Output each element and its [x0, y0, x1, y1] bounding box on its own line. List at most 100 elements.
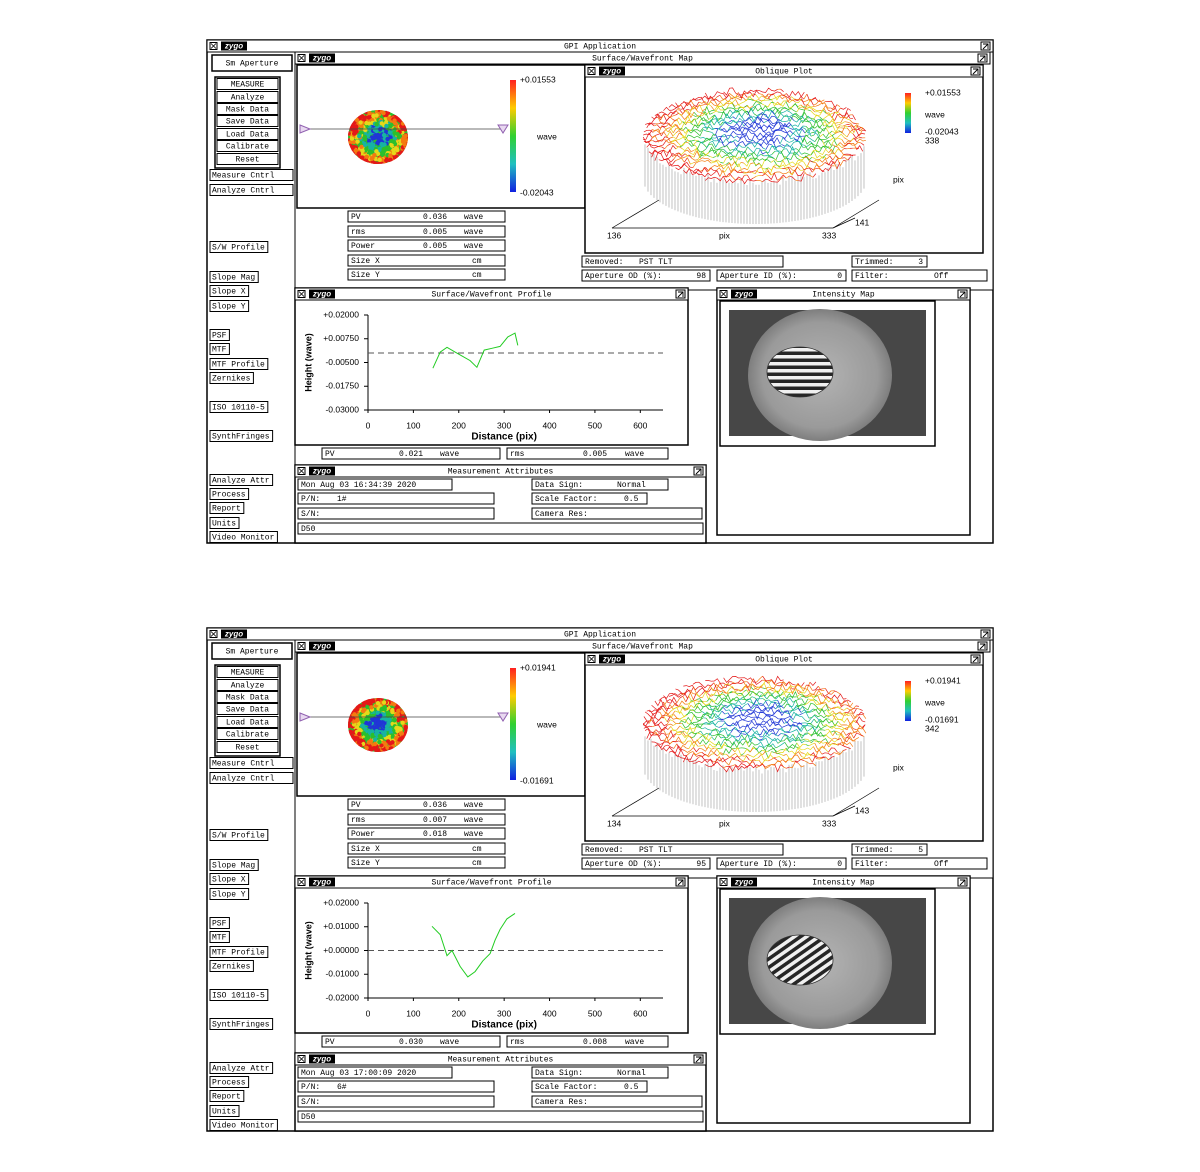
button-frame[interactable] — [209, 1119, 278, 1131]
close-icon[interactable] — [297, 642, 306, 650]
sidebar-button[interactable]: PSF — [209, 917, 230, 929]
button-frame[interactable] — [209, 772, 294, 784]
sidebar-button[interactable]: Analyze Attr — [209, 474, 274, 486]
sidebar-button[interactable]: SynthFringes — [209, 430, 274, 442]
button-frame[interactable] — [216, 728, 279, 740]
sidebar-button[interactable]: MTF — [209, 343, 230, 355]
sidebar-button[interactable]: Video Monitor — [209, 1119, 278, 1131]
sidebar-button[interactable]: MTF Profile — [209, 358, 269, 370]
button-frame[interactable] — [209, 946, 269, 958]
button-frame[interactable] — [216, 679, 279, 691]
sidebar-button[interactable]: Slope Mag — [209, 859, 259, 871]
button-frame[interactable] — [209, 873, 250, 885]
close-icon[interactable] — [209, 630, 218, 638]
sidebar-button[interactable]: Process — [209, 1076, 250, 1088]
sidebar-button[interactable]: Slope Mag — [209, 271, 259, 283]
sidebar-button[interactable]: Mask Data — [216, 103, 279, 115]
cut-marker-left[interactable] — [299, 124, 312, 134]
sidebar-button[interactable]: Sm Aperture — [211, 642, 293, 660]
button-frame[interactable] — [216, 703, 279, 715]
button-frame[interactable] — [216, 140, 279, 152]
button-frame[interactable] — [209, 430, 274, 442]
button-frame[interactable] — [209, 1076, 250, 1088]
close-icon[interactable] — [297, 878, 306, 886]
sidebar-button[interactable]: Report — [209, 502, 245, 514]
sidebar-button[interactable]: PSF — [209, 329, 230, 341]
sidebar-button[interactable]: MEASURE — [216, 666, 279, 678]
button-frame[interactable] — [209, 474, 274, 486]
close-icon[interactable] — [297, 467, 306, 475]
button-frame[interactable] — [209, 960, 254, 972]
close-icon[interactable] — [719, 290, 728, 298]
button-frame[interactable] — [209, 488, 250, 500]
sidebar-button[interactable]: Measure Cntrl — [209, 757, 294, 769]
button-frame[interactable] — [216, 691, 279, 703]
button-frame[interactable] — [209, 989, 269, 1001]
close-icon[interactable] — [587, 655, 596, 663]
sidebar-button[interactable]: Process — [209, 488, 250, 500]
button-frame[interactable] — [209, 329, 230, 341]
button-frame[interactable] — [216, 128, 279, 140]
button-frame[interactable] — [209, 372, 254, 384]
button-frame[interactable] — [209, 502, 245, 514]
button-frame[interactable] — [216, 716, 279, 728]
sidebar-button[interactable]: Analyze Cntrl — [209, 772, 294, 784]
button-frame[interactable] — [209, 917, 230, 929]
button-frame[interactable] — [211, 54, 293, 72]
button-frame[interactable] — [216, 91, 279, 103]
sidebar-button[interactable]: Slope Y — [209, 300, 250, 312]
button-frame[interactable] — [209, 531, 278, 543]
button-frame[interactable] — [209, 829, 269, 841]
sidebar-button[interactable]: Calibrate — [216, 728, 279, 740]
button-frame[interactable] — [216, 153, 279, 165]
button-frame[interactable] — [209, 1018, 274, 1030]
sidebar-button[interactable]: S/W Profile — [209, 829, 269, 841]
button-frame[interactable] — [209, 169, 294, 181]
button-frame[interactable] — [211, 642, 293, 660]
button-frame[interactable] — [209, 285, 250, 297]
sidebar-button[interactable]: Zernikes — [209, 372, 254, 384]
button-frame[interactable] — [216, 666, 279, 678]
sidebar-button[interactable]: Analyze Cntrl — [209, 184, 294, 196]
close-icon[interactable] — [297, 290, 306, 298]
sidebar-button[interactable]: Video Monitor — [209, 531, 278, 543]
button-frame[interactable] — [216, 78, 279, 90]
sidebar-button[interactable]: Analyze Attr — [209, 1062, 274, 1074]
sidebar-button[interactable]: Slope X — [209, 873, 250, 885]
sidebar-button[interactable]: Calibrate — [216, 140, 279, 152]
button-frame[interactable] — [216, 115, 279, 127]
sidebar-button[interactable]: Units — [209, 517, 240, 529]
sidebar-button[interactable]: MTF Profile — [209, 946, 269, 958]
button-frame[interactable] — [209, 1090, 245, 1102]
button-frame[interactable] — [216, 103, 279, 115]
button-frame[interactable] — [209, 1105, 240, 1117]
sidebar-button[interactable]: Save Data — [216, 703, 279, 715]
sidebar-button[interactable]: Mask Data — [216, 691, 279, 703]
sidebar-button[interactable]: Slope Y — [209, 888, 250, 900]
sidebar-button[interactable]: SynthFringes — [209, 1018, 274, 1030]
button-frame[interactable] — [209, 931, 230, 943]
sidebar-button[interactable]: Reset — [216, 741, 279, 753]
button-frame[interactable] — [209, 401, 269, 413]
cut-marker-right[interactable] — [497, 712, 509, 722]
sidebar-button[interactable]: MEASURE — [216, 78, 279, 90]
sidebar-button[interactable]: Units — [209, 1105, 240, 1117]
sidebar-button[interactable]: ISO 10110-5 — [209, 989, 269, 1001]
button-frame[interactable] — [209, 358, 269, 370]
close-icon[interactable] — [297, 1055, 306, 1063]
sidebar-button[interactable]: Measure Cntrl — [209, 169, 294, 181]
sidebar-button[interactable]: Analyze — [216, 91, 279, 103]
sidebar-button[interactable]: Save Data — [216, 115, 279, 127]
close-icon[interactable] — [209, 42, 218, 50]
close-icon[interactable] — [719, 878, 728, 886]
button-frame[interactable] — [209, 271, 259, 283]
sidebar-button[interactable]: Zernikes — [209, 960, 254, 972]
sidebar-button[interactable]: S/W Profile — [209, 241, 269, 253]
button-frame[interactable] — [209, 241, 269, 253]
close-icon[interactable] — [297, 54, 306, 62]
sidebar-button[interactable]: Load Data — [216, 128, 279, 140]
button-frame[interactable] — [209, 184, 294, 196]
sidebar-button[interactable]: MTF — [209, 931, 230, 943]
sidebar-button[interactable]: Sm Aperture — [211, 54, 293, 72]
close-icon[interactable] — [587, 67, 596, 75]
